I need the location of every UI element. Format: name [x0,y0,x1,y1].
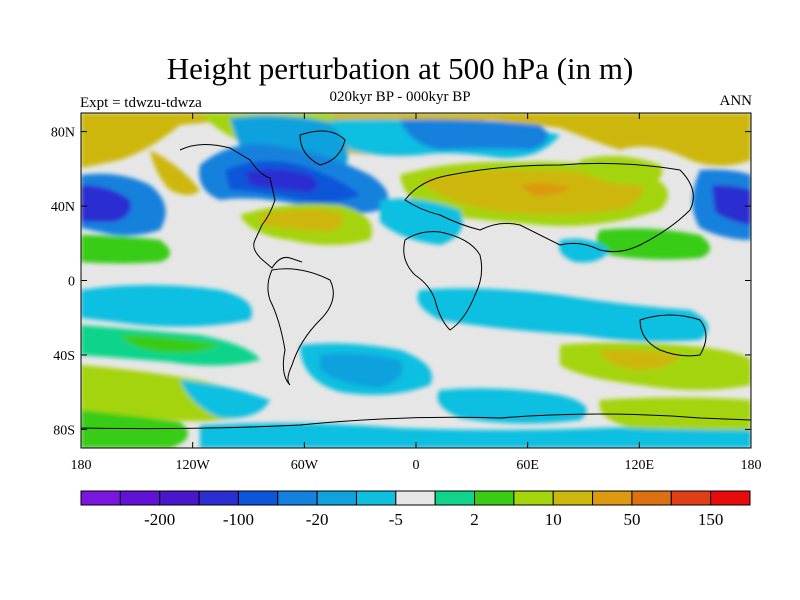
lon-tick-label: 120W [176,458,211,473]
colorbar-label: -200 [144,510,175,529]
colorbar-box [237,490,279,506]
plot-subtitle: 020kyr BP - 000kyr BP [329,89,471,105]
latitude-axis: 80N 40N 0 40S 80S [51,126,751,438]
colorbar-box [434,490,476,506]
lon-tick-label: 60E [516,458,539,473]
south-america-coast [267,268,334,386]
contour-south-indian-cyan [417,288,708,342]
lat-tick-label: 0 [68,275,75,290]
lon-tick-label: 180 [71,458,92,473]
colorbar-label: 10 [545,510,562,529]
contour-pacific-yellow [150,150,200,195]
contour-north-atlantic-cyan [380,198,463,245]
contour-south-pacific-lime [120,335,220,353]
lat-tick-label: 80S [53,423,75,438]
lat-tick-label: 40N [51,200,75,215]
experiment-label: Expt = tdwzu-tdwza [80,95,202,111]
contour-south-atlantic-blue [320,353,403,388]
colorbar-box [395,490,436,506]
lon-tick-label: 120E [625,458,655,473]
colorbar-label: 50 [623,510,640,529]
contour-antarctic-yellow [599,397,751,430]
eurasia-coast [404,162,694,253]
contour-eurasia-orange [520,183,570,196]
contour-pacific-nw-green [596,228,710,260]
plot-title: Height perturbation at 500 hPa (in m) [166,51,634,86]
lon-tick-label: 0 [413,458,420,473]
colorbar-box [474,490,515,506]
colorbar-box [80,490,121,506]
colorbar-label: 2 [470,510,479,529]
contour-atlantic-yellow [260,209,344,232]
contour-antarctic-cyan [200,423,751,448]
colorbar-label: -100 [223,510,254,529]
colorbar-box [631,490,672,506]
colorbar-box [159,490,200,506]
contour-east-pacific-core [712,185,751,225]
contour-south-pacific-band-cyan [180,380,270,419]
lat-tick-label: 40S [53,349,75,364]
colorbar-box [710,490,751,506]
colorbar-box [355,490,397,506]
season-label: ANN [719,93,753,109]
colorbar-box [670,490,712,506]
contour-asia-cyan [559,238,610,263]
colorbar-label: 150 [698,510,724,529]
contour-tropical-pacific-green [81,235,170,264]
coastlines [81,130,751,430]
lon-tick-label: 60W [291,458,319,473]
height-perturbation-field [81,113,751,448]
australia-coast [639,314,707,357]
contour-asia-low [400,119,548,150]
colorbar-box [552,490,594,506]
africa-coast [403,231,483,331]
colorbar-label: -5 [389,510,403,529]
contour-south-indian-orange [600,349,680,370]
colorbar: -200 -100 -20 -5 2 10 50 150 [80,490,751,529]
north-america-coast [179,144,303,269]
colorbar-label: -20 [306,510,329,529]
antarctica-coast [81,413,751,430]
lat-tick-label: 80N [51,126,75,141]
contour-west-pacific-core [81,185,131,222]
colorbar-box [513,490,554,506]
colorbar-box [592,490,633,506]
colorbar-box [119,490,161,506]
colorbar-box [316,490,357,506]
greenland-coast [299,130,346,166]
colorbar-box [277,490,318,506]
longitude-axis: 180 120W 60W 0 60E 120E 180 [71,113,762,473]
contour-south-pacific-cyan [81,285,252,327]
colorbar-box [198,490,239,506]
lon-tick-label: 180 [741,458,762,473]
